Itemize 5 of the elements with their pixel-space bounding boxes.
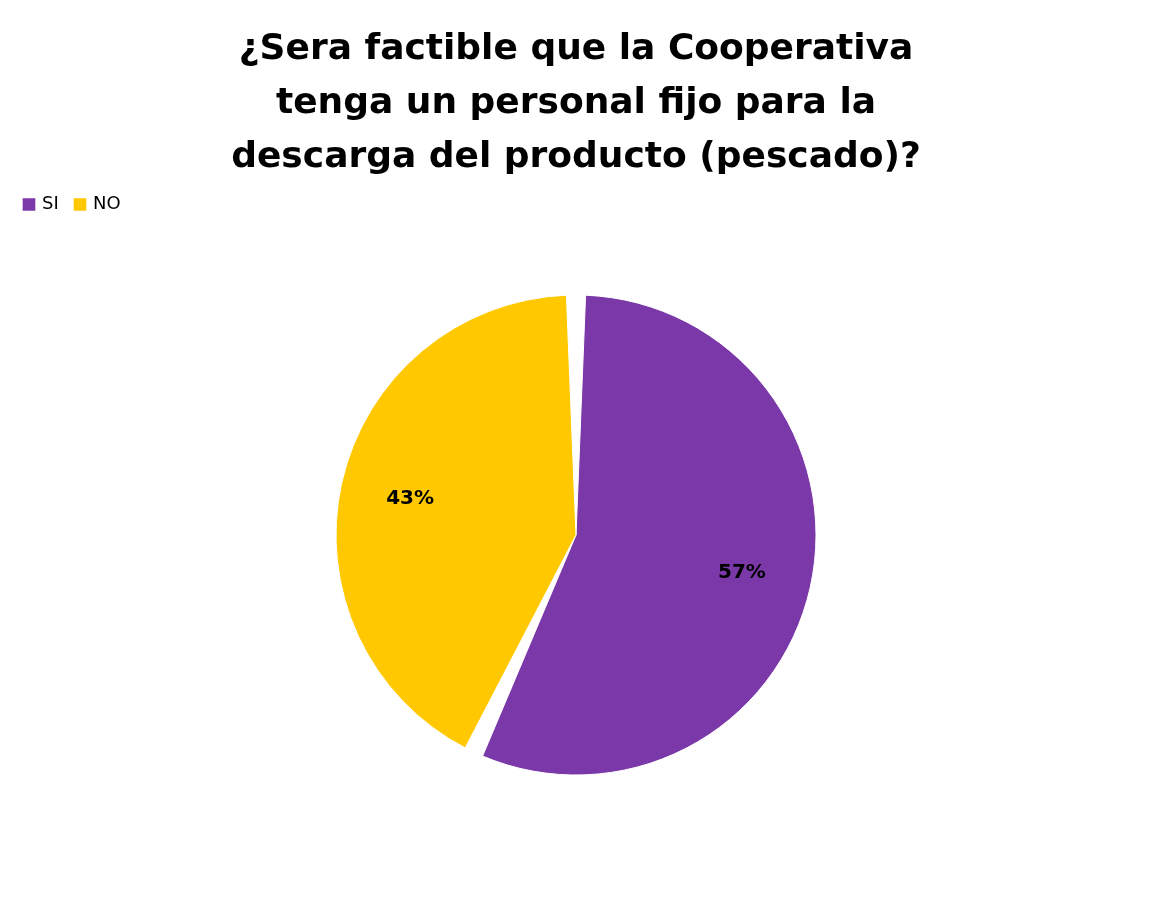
- data-label: 43%: [386, 484, 435, 509]
- legend-label: NO: [93, 192, 121, 214]
- legend-label: SI: [42, 192, 59, 214]
- chart-title: ¿Sera factible que la Cooperativa tenga un personal fijo para la descarga del producto (pescado)?: [231, 26, 921, 175]
- data-label: 57%: [717, 559, 766, 584]
